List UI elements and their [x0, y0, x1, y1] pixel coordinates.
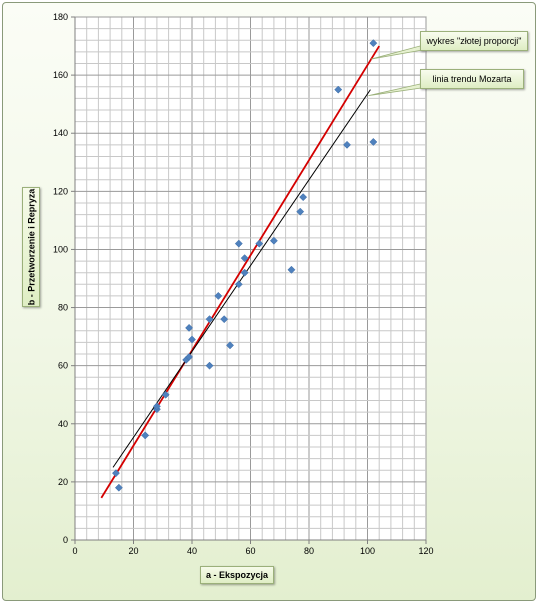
y-tick-label: 80: [58, 303, 68, 313]
data-point: [296, 207, 305, 216]
x-tick-label: 20: [128, 546, 138, 556]
data-point: [185, 352, 194, 361]
data-point: [188, 335, 196, 344]
x-tick-label: 0: [72, 546, 77, 556]
data-point: [287, 265, 296, 274]
axes: [71, 16, 427, 544]
tick-labels: 0 20 40 60 80 100 120 0 20 40 60 80 100 120 140 160 180: [53, 12, 434, 556]
y-tick-label: 60: [58, 361, 68, 371]
x-tick-label: 60: [245, 546, 255, 556]
x-tick-label: 120: [418, 546, 433, 556]
data-point: [214, 291, 223, 300]
data-point: [114, 483, 123, 492]
data-points: [111, 39, 378, 492]
data-point: [111, 469, 120, 478]
data-point: [299, 193, 308, 202]
y-tick-label: 120: [53, 186, 68, 196]
x-tick-label: 40: [187, 546, 197, 556]
data-point: [141, 431, 150, 440]
x-tick-label: 80: [304, 546, 314, 556]
y-tick-label: 0: [63, 535, 68, 545]
y-tick-label: 140: [53, 128, 68, 138]
golden-ratio-line: [100, 45, 380, 499]
x-axis-label-text: a - Ekspozycja: [205, 570, 269, 580]
data-point: [152, 402, 161, 411]
data-point: [205, 315, 214, 324]
y-tick-label: 40: [58, 419, 68, 429]
data-point: [240, 268, 249, 277]
data-point: [334, 85, 343, 94]
data-point: [255, 239, 264, 248]
y-tick-label: 100: [53, 244, 68, 254]
x-tick-label: 100: [360, 546, 375, 556]
data-point: [240, 254, 249, 263]
data-point: [205, 361, 214, 370]
data-point: [343, 140, 351, 149]
data-point: [226, 341, 234, 350]
callout-mozart-trend: linia trendu Mozarta: [420, 69, 524, 89]
data-point: [220, 315, 229, 324]
x-axis-label: a - Ekspozycja: [200, 566, 274, 584]
data-point: [185, 323, 194, 332]
y-tick-label: 20: [58, 477, 68, 487]
data-point: [269, 236, 278, 245]
y-tick-label: 180: [53, 12, 68, 22]
callout-golden-ratio: wykres "złotej proporcji": [420, 31, 528, 51]
data-point: [234, 239, 243, 248]
data-point: [234, 280, 243, 289]
grid-lines: [74, 16, 427, 541]
y-tick-label: 160: [53, 70, 68, 80]
data-point: [369, 137, 378, 146]
data-point: [369, 39, 378, 48]
y-axis-label: b - Przetworzenie i Repryza: [22, 187, 40, 307]
callout-golden-ratio-text: wykres "złotej proporcji": [426, 36, 522, 46]
data-point: [161, 390, 170, 399]
y-axis-label-text: b - Przetworzenie i Repryza: [26, 188, 36, 306]
callout-mozart-trend-text: linia trendu Mozarta: [432, 74, 512, 84]
